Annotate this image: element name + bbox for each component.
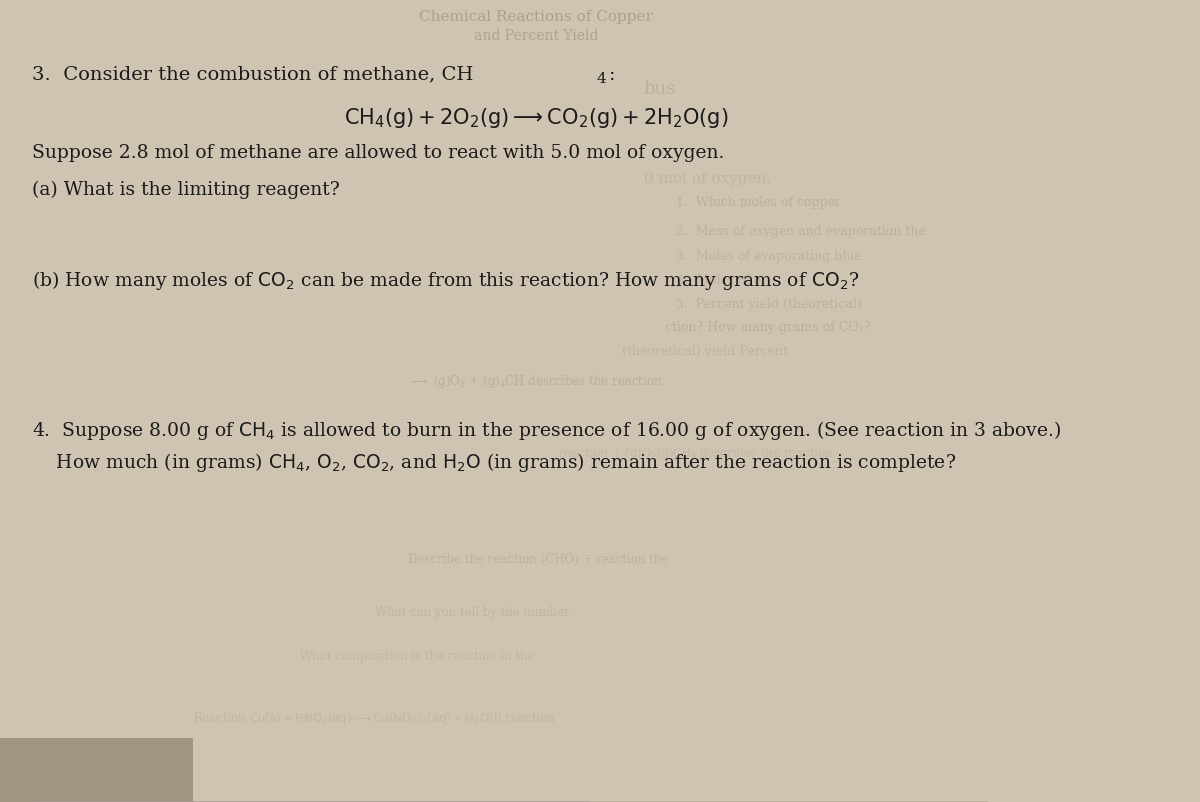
Text: (a) What is the limiting reagent?: (a) What is the limiting reagent?: [32, 180, 340, 199]
Text: Reaction $\mathrm{Cu(s) + HNO_3(aq) \longrightarrow Cu(NO_3)_2(aq) + H_2O(l)}$ r: Reaction $\mathrm{Cu(s) + HNO_3(aq) \lon…: [193, 710, 556, 727]
Text: (b) How many moles of $\mathrm{CO_2}$ can be made from this reaction? How many g: (b) How many moles of $\mathrm{CO_2}$ ca…: [32, 269, 859, 292]
Text: $\longrightarrow$ (g)O$_2$ + (g)$_4$CH describes the reaction: $\longrightarrow$ (g)O$_2$ + (g)$_4$CH d…: [408, 373, 662, 390]
Text: 4: 4: [596, 72, 606, 86]
Text: $\mathrm{CH_4(g) + 2O_2(g) \longrightarrow CO_2(g) + 2H_2O(g)}$: $\mathrm{CH_4(g) + 2O_2(g) \longrightarr…: [344, 106, 728, 130]
Text: Describe the reaction (CHO) + reaction the: Describe the reaction (CHO) + reaction t…: [408, 553, 668, 566]
Text: bus: bus: [643, 80, 676, 98]
Text: (theoretical) yield Percent: (theoretical) yield Percent: [623, 345, 788, 358]
Text: 3.  Consider the combustion of methane, CH: 3. Consider the combustion of methane, C…: [32, 66, 474, 83]
Text: What composition is the reaction in the: What composition is the reaction in the: [300, 650, 535, 662]
Text: How much (in grams) $\mathrm{CH_4}$, $\mathrm{O_2}$, $\mathrm{CO_2}$, and $\math: How much (in grams) $\mathrm{CH_4}$, $\m…: [32, 451, 956, 474]
Text: 3.  Moles of evaporating blue: 3. Moles of evaporating blue: [676, 250, 862, 263]
Text: 4.  Suppose 8.00 g of $\mathrm{CH_4}$ is allowed to burn in the presence of 16.0: 4. Suppose 8.00 g of $\mathrm{CH_4}$ is …: [32, 419, 1062, 442]
Text: reaction + (g)$\mathrm{O_2}$(g)$\mathrm{CH_4}$ describes the reaction: reaction + (g)$\mathrm{O_2}$(g)$\mathrm{…: [558, 445, 834, 462]
Text: 2.  Mass of oxygen and evaporation the: 2. Mass of oxygen and evaporation the: [676, 225, 925, 237]
Text: 5.  Percent yield (theoretical): 5. Percent yield (theoretical): [676, 298, 862, 311]
Text: :: :: [610, 66, 616, 83]
Text: and Percent Yield: and Percent Yield: [474, 29, 599, 43]
FancyBboxPatch shape: [0, 738, 193, 802]
Text: 0 mol of oxygen.: 0 mol of oxygen.: [643, 172, 770, 186]
Text: What can you tell by the number: What can you tell by the number: [376, 606, 570, 618]
Text: Suppose 2.8 mol of methane are allowed to react with 5.0 mol of oxygen.: Suppose 2.8 mol of methane are allowed t…: [32, 144, 725, 162]
Text: 4.  Moles of an: 4. Moles of an: [676, 274, 769, 287]
Text: 1.  Which moles of copper: 1. Which moles of copper: [676, 196, 841, 209]
Text: Chemical Reactions of Copper: Chemical Reactions of Copper: [420, 10, 653, 23]
Text: ction? How many grams of CO₂?: ction? How many grams of CO₂?: [665, 321, 871, 334]
